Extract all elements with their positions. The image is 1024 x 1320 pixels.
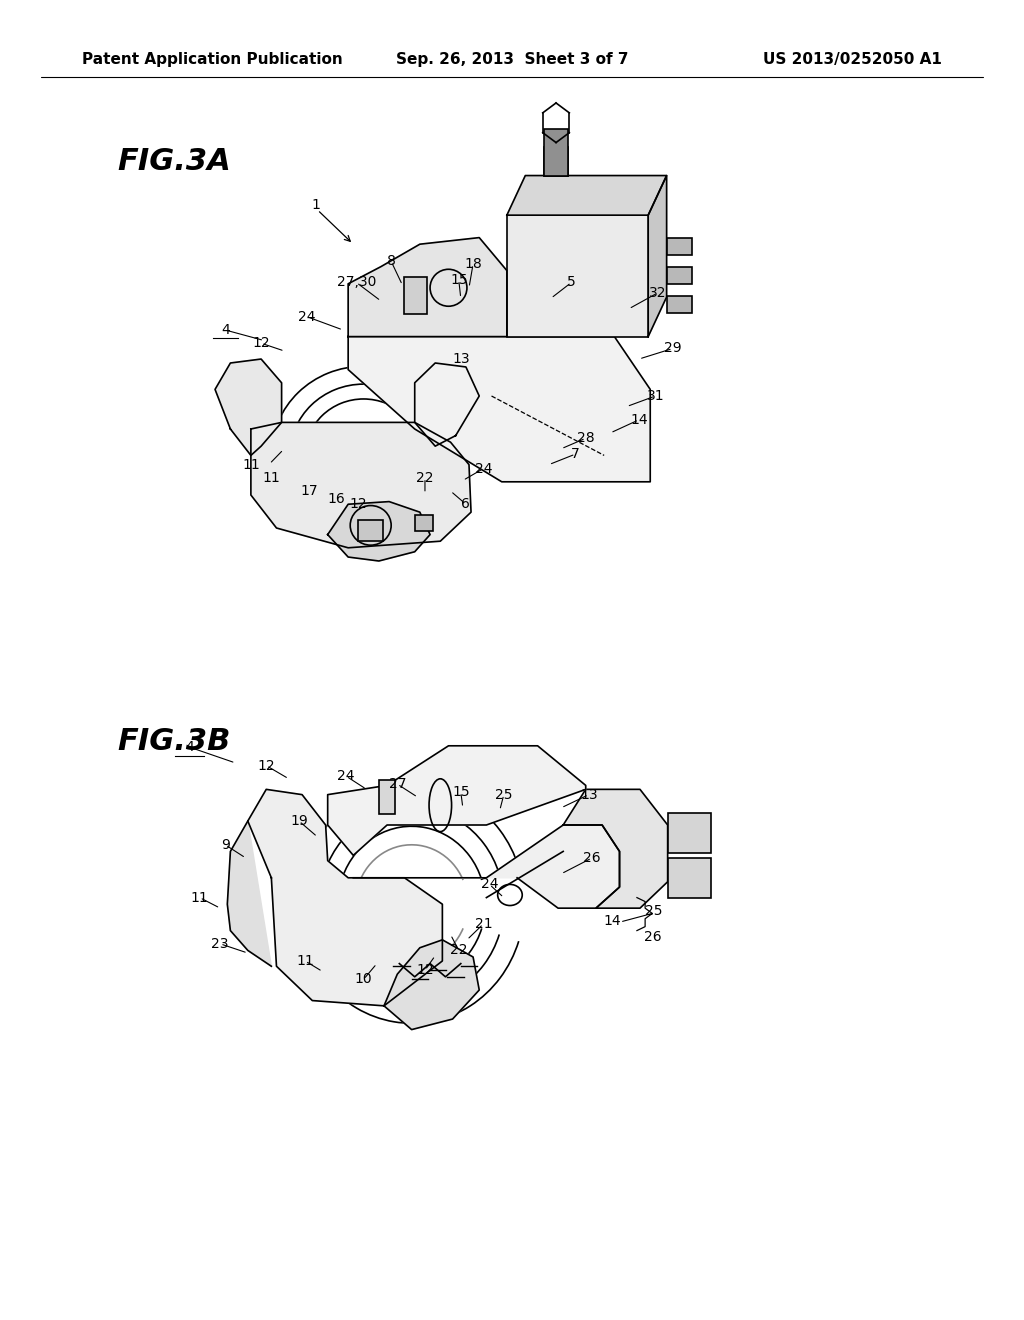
Text: 21: 21 [474, 917, 493, 931]
Text: 22: 22 [416, 471, 434, 484]
Text: 11: 11 [190, 891, 209, 904]
Polygon shape [227, 821, 271, 966]
Polygon shape [328, 502, 430, 561]
Text: 31: 31 [646, 389, 665, 403]
Text: 16: 16 [327, 492, 345, 506]
Polygon shape [251, 422, 471, 548]
Text: 11: 11 [262, 471, 281, 484]
Text: 9: 9 [221, 838, 229, 851]
Text: FIG.3B: FIG.3B [118, 727, 231, 756]
Bar [415, 515, 433, 531]
Polygon shape [384, 940, 479, 1030]
Text: 24: 24 [480, 878, 499, 891]
Text: 11: 11 [242, 458, 260, 471]
Polygon shape [348, 238, 507, 337]
Text: 25: 25 [644, 904, 663, 917]
Text: 12: 12 [252, 337, 270, 350]
Text: Sep. 26, 2013  Sheet 3 of 7: Sep. 26, 2013 Sheet 3 of 7 [395, 51, 629, 67]
Bar [544, 129, 568, 176]
Text: 7: 7 [571, 447, 580, 461]
Text: 24: 24 [298, 310, 316, 323]
Polygon shape [648, 176, 667, 337]
Bar [358, 520, 383, 541]
Text: US 2013/0252050 A1: US 2013/0252050 A1 [763, 51, 942, 67]
Bar [404, 277, 427, 314]
Bar [667, 267, 692, 284]
Text: 10: 10 [354, 973, 373, 986]
Text: 27: 27 [388, 777, 407, 791]
Text: 23: 23 [211, 937, 229, 950]
Bar [544, 147, 568, 176]
Text: 6: 6 [462, 498, 470, 511]
Text: 14: 14 [630, 413, 648, 426]
Bar [667, 296, 692, 313]
Polygon shape [507, 176, 667, 215]
Text: 25: 25 [495, 788, 513, 801]
Polygon shape [328, 746, 586, 855]
Bar [667, 238, 692, 255]
Text: 4: 4 [221, 323, 229, 337]
Text: 12: 12 [416, 964, 434, 977]
Polygon shape [415, 363, 479, 446]
Text: 13: 13 [452, 352, 470, 366]
Text: 26: 26 [644, 931, 663, 944]
Polygon shape [563, 789, 668, 908]
Text: 15: 15 [450, 273, 468, 286]
Text: 19: 19 [290, 814, 308, 828]
Text: 15: 15 [452, 785, 470, 799]
Bar [668, 813, 711, 853]
Text: 29: 29 [664, 342, 682, 355]
Bar [507, 215, 648, 337]
Text: Patent Application Publication: Patent Application Publication [82, 51, 343, 67]
Text: 28: 28 [577, 432, 595, 445]
Text: 26: 26 [583, 851, 601, 865]
Text: 12: 12 [349, 498, 368, 511]
Text: 22: 22 [450, 944, 468, 957]
Polygon shape [353, 825, 620, 908]
Text: 4: 4 [185, 741, 194, 754]
Text: 27,30: 27,30 [337, 276, 376, 289]
Text: 11: 11 [296, 954, 314, 968]
Text: 1: 1 [311, 198, 319, 211]
Text: 17: 17 [300, 484, 318, 498]
Text: 14: 14 [603, 915, 622, 928]
Polygon shape [215, 359, 282, 455]
Text: 8: 8 [387, 255, 395, 268]
Polygon shape [248, 789, 442, 1006]
Text: 24: 24 [474, 462, 493, 475]
Text: 24: 24 [337, 770, 355, 783]
Bar [668, 858, 711, 898]
Text: FIG.3A: FIG.3A [118, 147, 231, 176]
Text: 12: 12 [257, 759, 275, 772]
Polygon shape [348, 337, 650, 482]
Text: 13: 13 [580, 788, 598, 801]
Bar [379, 780, 395, 814]
Text: 32: 32 [648, 286, 667, 300]
Text: 18: 18 [464, 257, 482, 271]
Text: 5: 5 [567, 276, 575, 289]
